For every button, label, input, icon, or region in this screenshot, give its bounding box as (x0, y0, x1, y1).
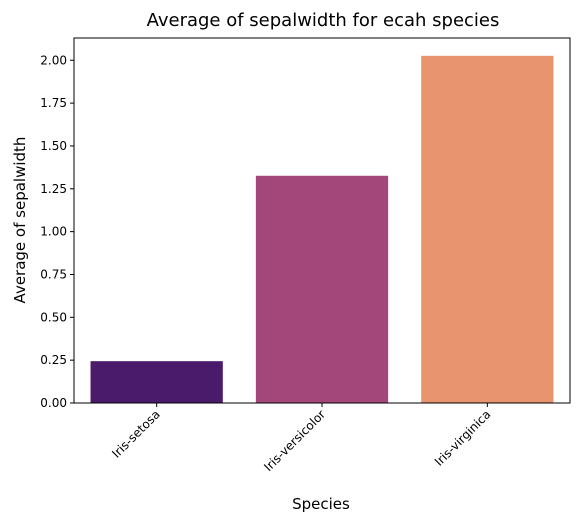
y-tick-label: 0.75 (40, 267, 67, 281)
y-axis-label: Average of sepalwidth (11, 137, 29, 304)
y-tick-label: 2.00 (40, 53, 67, 67)
bar-iris-versicolor (255, 175, 389, 403)
y-tick-label: 1.25 (40, 182, 67, 196)
y-tick-label: 1.00 (40, 225, 67, 239)
y-tick-label: 1.50 (40, 139, 67, 153)
y-tick-label: 0.00 (40, 396, 67, 410)
bar-iris-virginica (421, 55, 554, 404)
chart-title: Average of sepalwidth for ecah species (147, 10, 500, 31)
x-tick-label: Iris-setosa (109, 407, 163, 461)
y-tick-label: 0.25 (40, 353, 67, 367)
y-tick-label: 0.50 (40, 310, 67, 324)
x-axis-label: Species (292, 495, 350, 513)
x-tick-label: Iris-virginica (432, 407, 494, 469)
y-tick-label: 1.75 (40, 96, 67, 110)
x-tick-label: Iris-versicolor (261, 407, 328, 474)
plot-frame (73, 37, 571, 404)
bar-iris-setosa (90, 361, 223, 403)
